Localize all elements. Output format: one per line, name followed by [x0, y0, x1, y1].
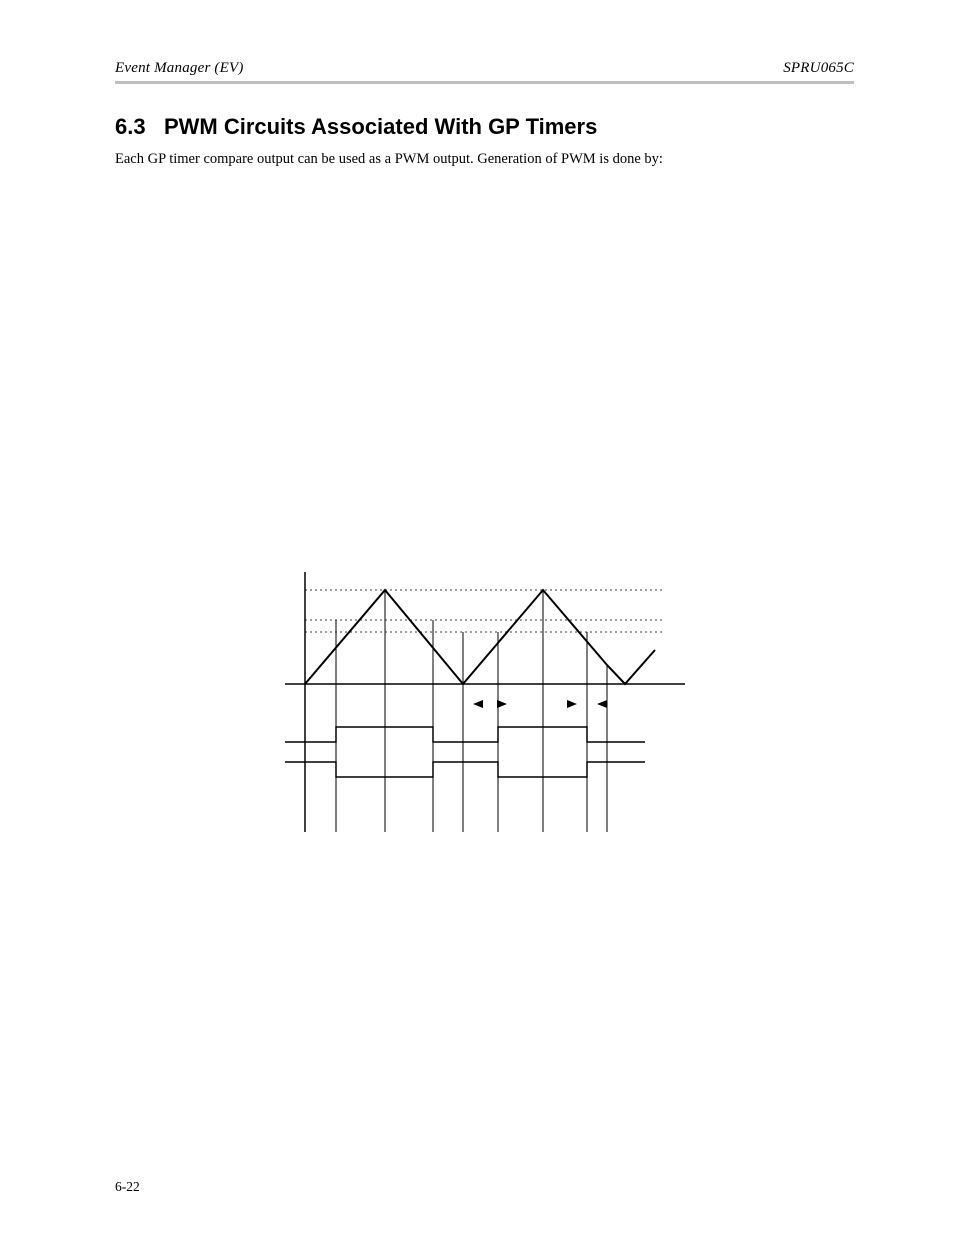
arrow-left-icon	[497, 700, 507, 708]
header-rule	[115, 81, 854, 84]
section-heading: 6.3 PWM Circuits Associated With GP Time…	[115, 114, 854, 140]
pwm-active-low	[285, 727, 645, 742]
header-right: SPRU065C	[783, 60, 854, 77]
pwm-active-high	[285, 762, 645, 777]
figure-svg	[285, 562, 685, 862]
figure-6-8	[285, 562, 854, 867]
section-number: 6.3	[115, 114, 146, 139]
footer-page-number: 6-22	[115, 1179, 140, 1195]
arrow-right-icon	[473, 700, 483, 708]
page-header: Event Manager (EV) SPRU065C	[115, 60, 854, 77]
section-intro: Each GP timer compare output can be used…	[115, 150, 854, 170]
arrow-left2-icon	[597, 700, 607, 708]
page: Event Manager (EV) SPRU065C 6.3 PWM Circ…	[0, 0, 954, 1235]
blank-region-2	[115, 322, 854, 552]
page-footer: 6-22 Event Manager (EV)	[0, 1179, 954, 1195]
triangle-waveform	[305, 590, 655, 684]
header-left: Event Manager (EV)	[115, 60, 244, 77]
section-title-text: PWM Circuits Associated With GP Timers	[164, 114, 597, 139]
arrow-right2-icon	[567, 700, 577, 708]
blank-region-1	[115, 182, 854, 322]
